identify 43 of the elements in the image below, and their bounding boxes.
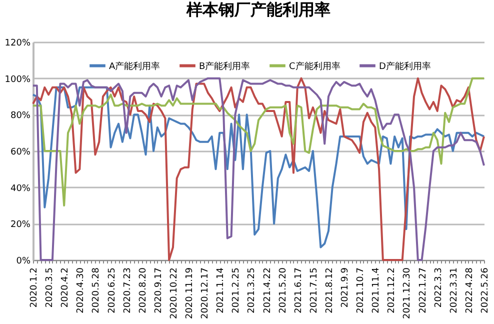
x-tick-label: 2020.5.28 — [92, 267, 102, 314]
x-tick-label: 2021.9.9 — [340, 267, 351, 308]
x-tick-label: 2022.5.26 — [480, 267, 490, 314]
legend-label: D产能利用率 — [379, 60, 431, 72]
x-tick-label: 2020.4.2 — [60, 268, 71, 308]
x-tick-label: 2021.10.7 — [356, 268, 366, 314]
y-tick-label: 120% — [4, 38, 31, 48]
x-tick-label: 2020.3.5 — [45, 268, 56, 308]
chart-title: 样本钢厂产能利用率 — [186, 0, 330, 19]
line-series — [32, 77, 485, 206]
x-tick-label: 2020.12.17 — [200, 268, 211, 320]
x-tick-label: 2022.3.31 — [449, 268, 460, 314]
x-tick-label: 2021.2.25 — [232, 268, 242, 314]
y-tick-label: 40% — [10, 184, 31, 194]
x-tick-label: 2020.10.22 — [169, 268, 180, 320]
x-tick-label: 2022.3.3 — [434, 268, 444, 308]
legend-label: B产能利用率 — [199, 60, 250, 72]
x-tick-label: 2021.5.20 — [278, 267, 288, 314]
x-tick-label: 2021.3.25 — [247, 268, 258, 314]
x-tick-label: 2022.4.28 — [464, 267, 475, 314]
x-tick-label: 2021.8.12 — [324, 268, 335, 314]
x-tick-label: 2021.11.4 — [372, 267, 382, 314]
x-tick-label: 2021.12.30 — [402, 267, 413, 320]
x-tick-label: 2020.11.19 — [185, 267, 196, 320]
x-tick-label: 2020.7.23 — [122, 268, 133, 314]
x-tick-label: 2021.1.14 — [216, 267, 226, 314]
legend-label: A产能利用率 — [109, 60, 160, 72]
x-tick-label: 2021.4.22 — [262, 268, 273, 314]
x-tick-label: 2021.6.17 — [294, 268, 304, 314]
x-tick-label: 2022.1.27 — [418, 268, 428, 314]
x-tick-label: 2021.12.2 — [387, 268, 398, 314]
x-tick-label: 2021.7.15 — [309, 268, 320, 314]
x-tick-label: 2020.8.20 — [138, 267, 148, 314]
y-tick-label: 0% — [16, 256, 31, 266]
x-tick-label: 2020.1.2 — [30, 268, 40, 308]
legend-label: C产能利用率 — [289, 60, 340, 72]
y-tick-label: 80% — [10, 111, 31, 122]
y-tick-label: 20% — [10, 220, 31, 230]
x-tick-label: 2020.9.17 — [154, 268, 164, 314]
x-tick-label: 2020.6.25 — [107, 268, 118, 314]
y-tick-label: 60% — [10, 148, 31, 158]
y-tick-label: 100% — [4, 74, 31, 85]
x-tick-label: 2020.4.30 — [76, 267, 86, 314]
